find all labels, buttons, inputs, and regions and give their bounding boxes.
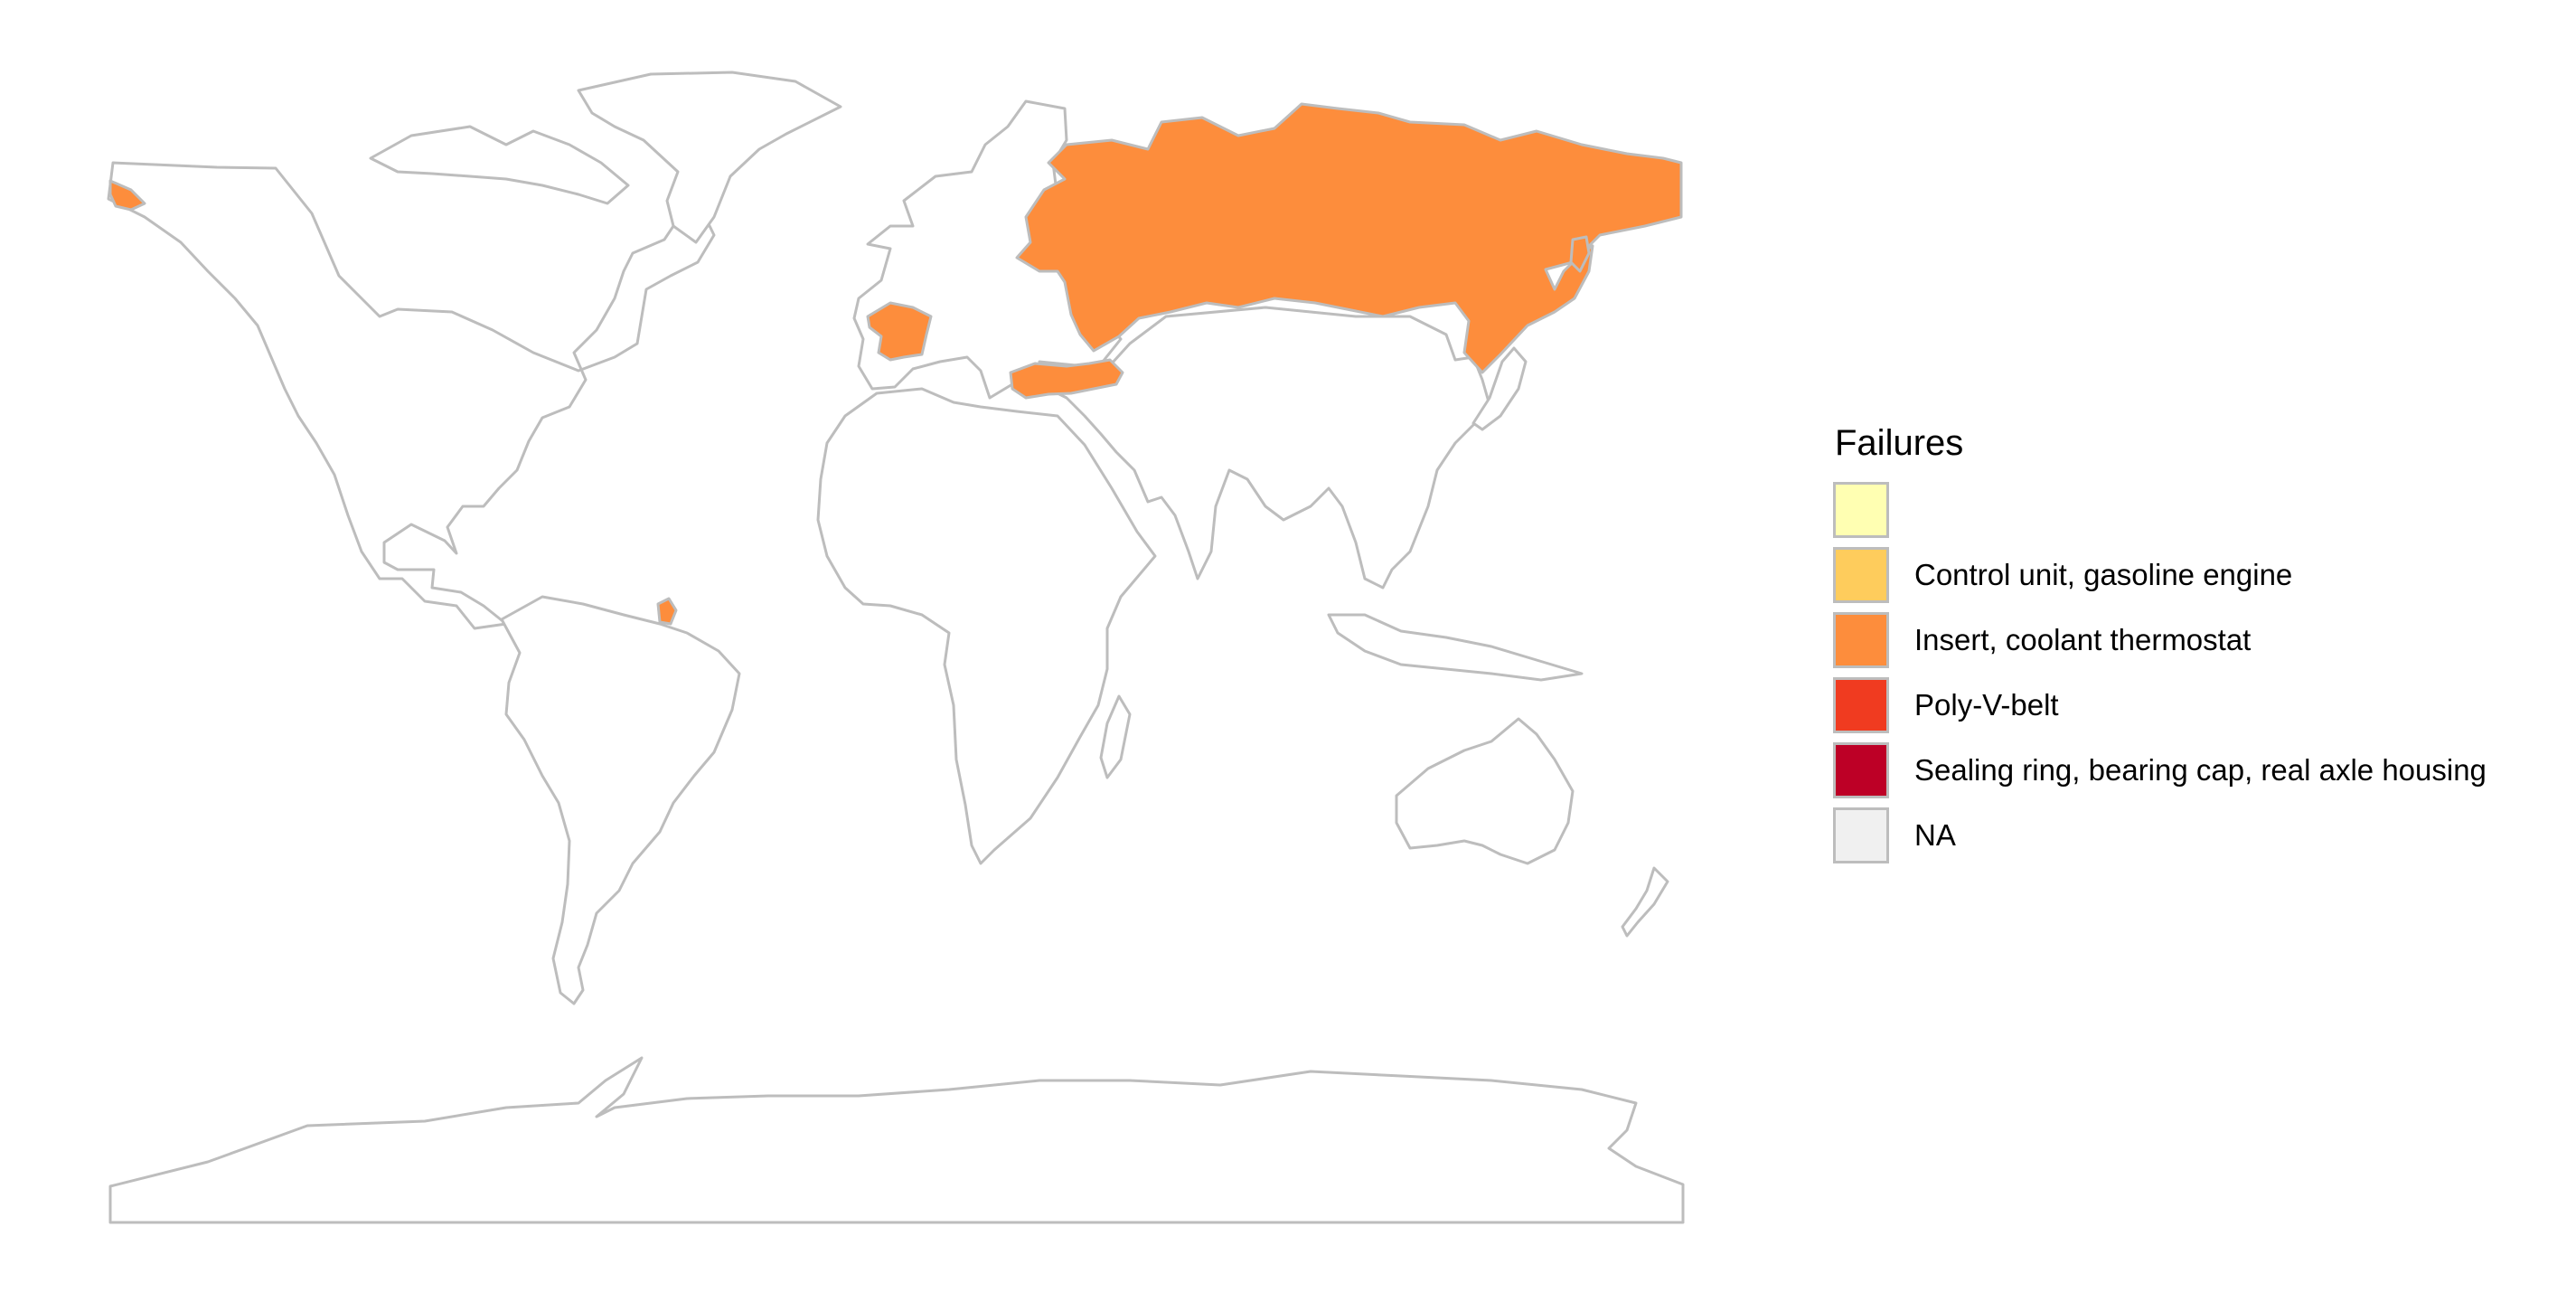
legend-label: Insert, coolant thermostat: [1914, 623, 2252, 656]
legend-item: Control unit, gasoline engine: [1833, 542, 2487, 608]
legend-label: Control unit, gasoline engine: [1914, 558, 2293, 591]
country-french-guiana: [656, 597, 678, 626]
country-russia-chukotka: [108, 179, 146, 212]
legend-swatch: [1833, 742, 1889, 798]
legend-item: Insert, coolant thermostat: [1833, 608, 2487, 673]
country-africa: [816, 387, 1157, 865]
country-japan: [1471, 346, 1528, 431]
legend-item: [1833, 477, 2487, 542]
country-greenland: [577, 71, 842, 244]
country-asia: [1038, 306, 1493, 590]
country-new-zealand: [1621, 866, 1669, 938]
legend-item: Poly-V-belt: [1833, 673, 2487, 738]
legend-title: Failures: [1835, 423, 1964, 463]
country-madagascar: [1099, 694, 1132, 779]
legend-items: Control unit, gasoline engine Insert, coo…: [1833, 477, 2487, 868]
country-france: [866, 301, 933, 362]
legend-swatch: [1833, 807, 1889, 863]
legend-label: Poly-V-belt: [1914, 688, 2059, 722]
country-australia: [1395, 717, 1575, 865]
legend-swatch: [1833, 612, 1889, 668]
legend-label: NA: [1914, 818, 1956, 852]
country-south-america: [500, 595, 741, 1005]
legend-swatch: [1833, 482, 1889, 538]
country-russia: [1015, 102, 1683, 374]
legend: Failures Control unit, gasoline engine In…: [1833, 421, 2487, 868]
country-indonesia: [1327, 613, 1584, 682]
country-arctic-islands: [369, 125, 630, 205]
country-antarctica: [108, 1056, 1685, 1224]
country-russia-kamchatka: [1569, 235, 1591, 273]
legend-item: NA: [1833, 803, 2487, 868]
country-north-america: [107, 161, 716, 630]
world-map: [107, 71, 1685, 1224]
country-turkey: [1009, 358, 1124, 400]
legend-item: Sealing ring, bearing cap, real axle hou…: [1833, 738, 2487, 803]
legend-label: Sealing ring, bearing cap, real axle hou…: [1914, 753, 2487, 787]
legend-swatch: [1833, 677, 1889, 733]
legend-swatch: [1833, 547, 1889, 603]
